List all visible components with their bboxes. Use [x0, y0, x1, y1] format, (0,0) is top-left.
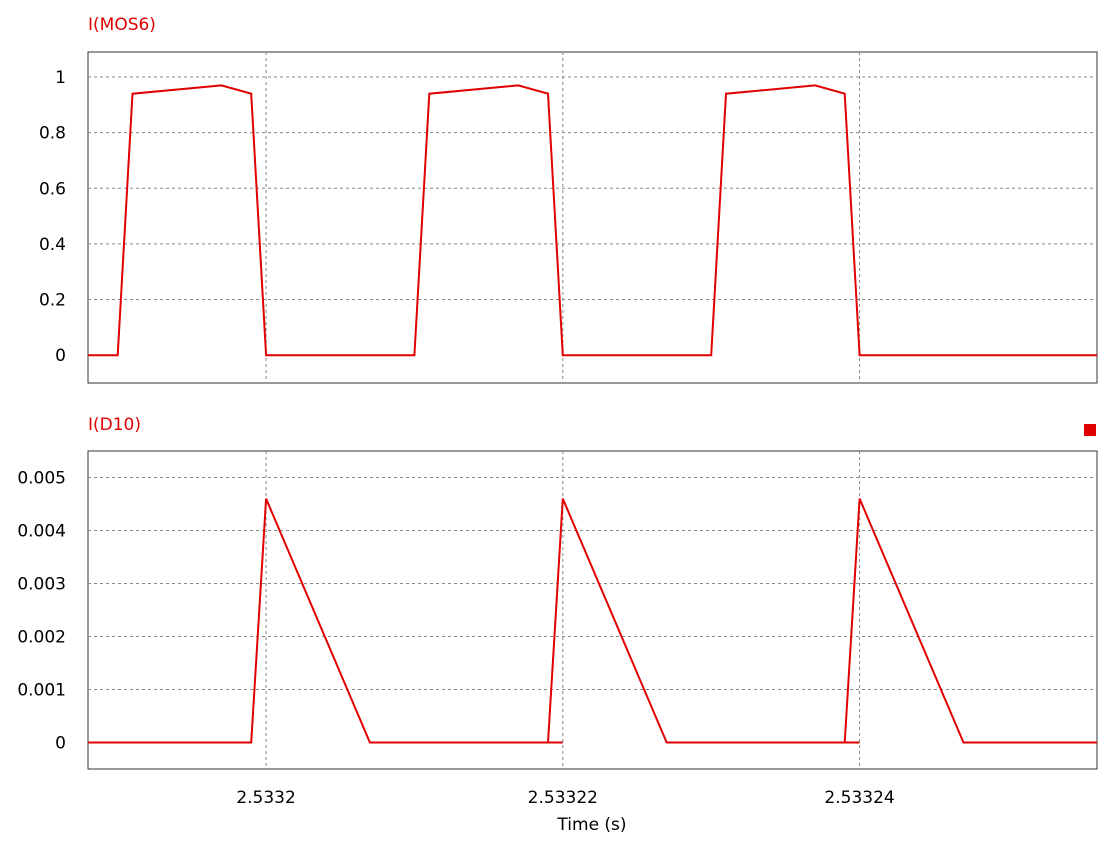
y-tick-label: 0.003: [17, 575, 66, 595]
y-tick-label: 0.4: [39, 235, 66, 255]
y-tick-label: 0.004: [17, 522, 66, 542]
y-tick-label: 0.005: [17, 469, 66, 489]
x-tick-label: 2.53322: [528, 788, 598, 808]
x-axis-label: Time (s): [556, 815, 626, 835]
y-tick-label: 0.2: [39, 291, 66, 311]
x-tick-label: 2.53324: [824, 788, 894, 808]
chart-panel-d10: I(D10) 0 0.001 0.002 0.003 0.004 0.005 2.5332…: [17, 415, 1098, 835]
chart-panel-mos6: I(MOS6) 0 0.2 0.4 0.6 0.8 1: [39, 15, 1098, 384]
plot-area: [87, 51, 1098, 384]
x-axis-ticks: 2.5332 2.53322 2.53324: [236, 788, 894, 808]
series-line-d10: [88, 498, 1097, 744]
y-tick-label: 0.8: [39, 124, 66, 144]
grid-lines: [88, 451, 1097, 769]
plot-area: [87, 450, 1098, 770]
series-line-mos6: [88, 84, 1097, 357]
y-tick-label: 1: [55, 68, 66, 88]
chart-title: I(MOS6): [88, 15, 156, 35]
chart-title: I(D10): [88, 415, 141, 435]
y-tick-label: 0.6: [39, 179, 66, 199]
legend-marker: [1084, 424, 1096, 436]
y-tick-label: 0.001: [17, 681, 66, 701]
y-tick-label: 0: [55, 346, 66, 366]
y-axis-ticks: 0 0.001 0.002 0.003 0.004 0.005: [17, 469, 66, 754]
x-tick-label: 2.5332: [236, 788, 295, 808]
y-tick-label: 0: [55, 734, 66, 754]
y-axis-ticks: 0 0.2 0.4 0.6 0.8 1: [39, 68, 66, 366]
y-tick-label: 0.002: [17, 628, 66, 648]
